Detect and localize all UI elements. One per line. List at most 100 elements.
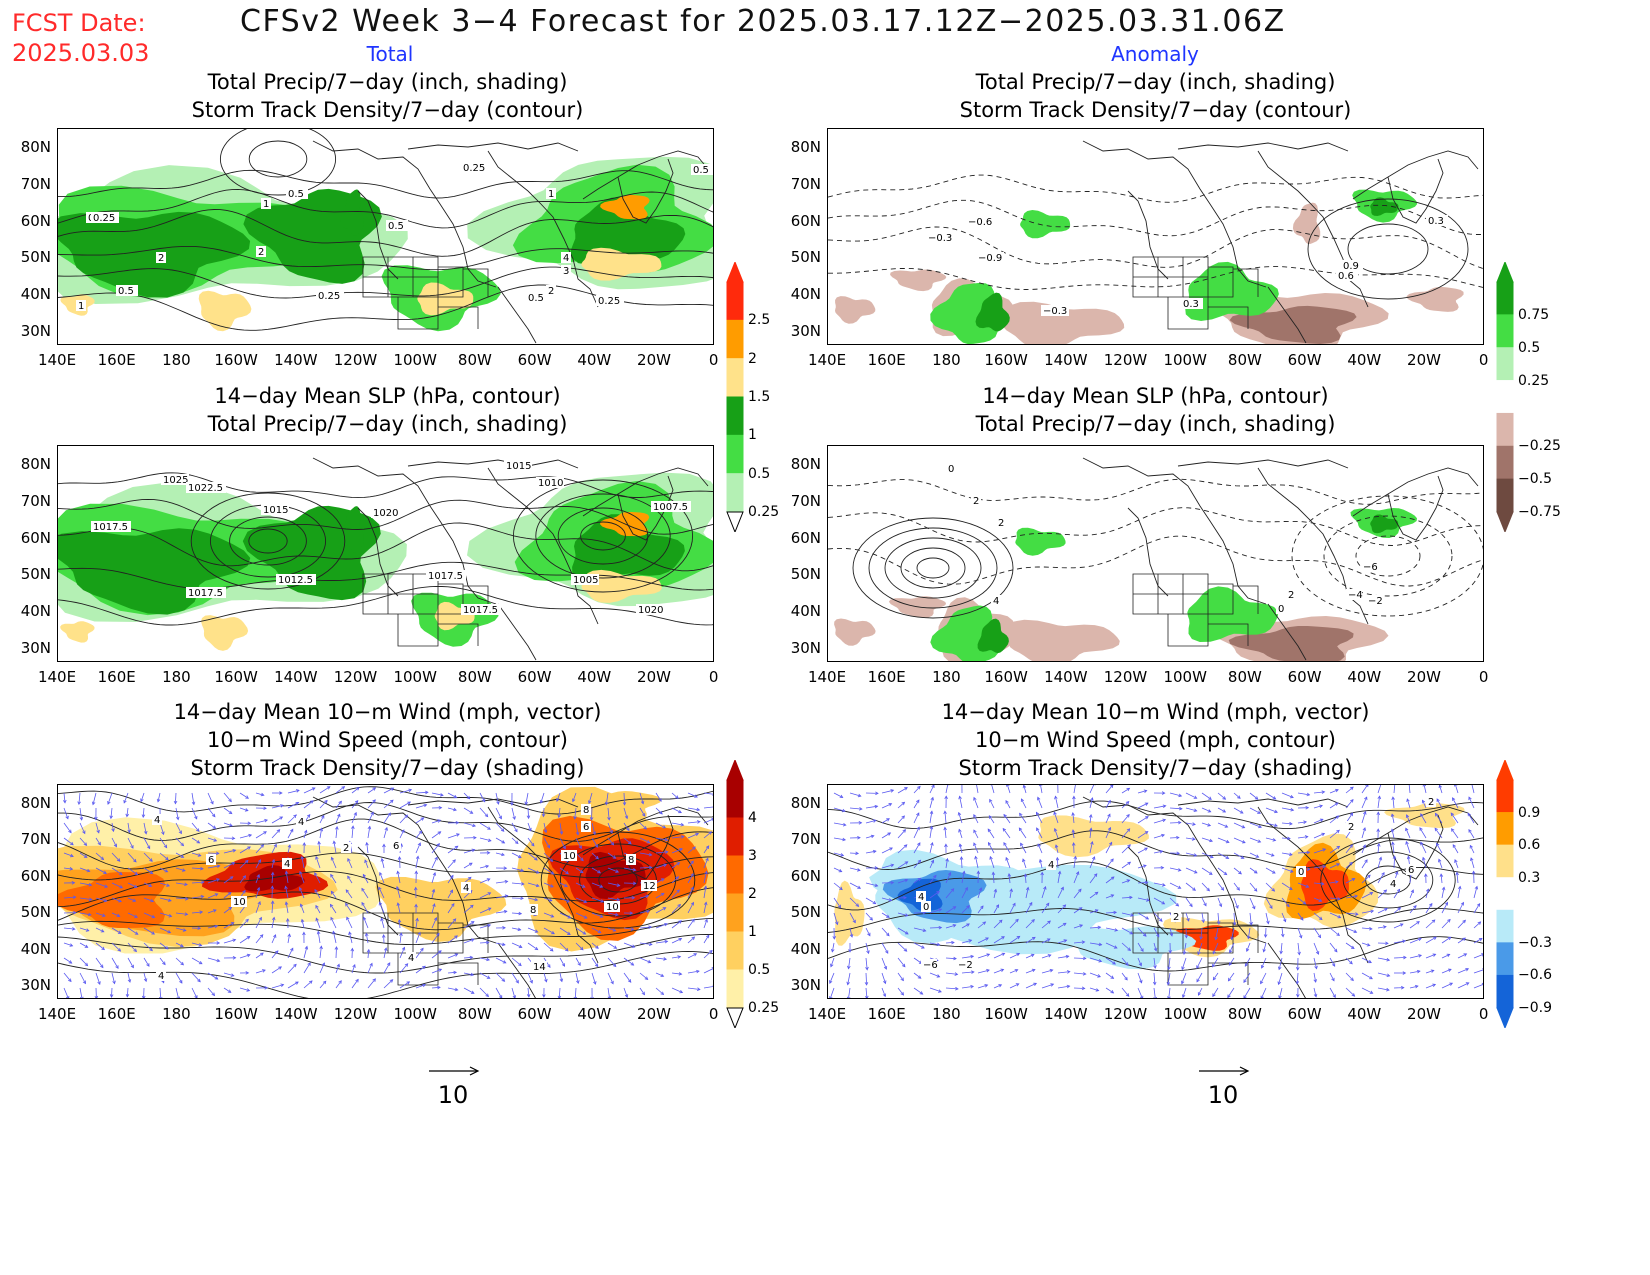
contour-rings: [1291, 495, 1483, 617]
wind-vector: [314, 889, 321, 899]
wind-vector-head: [503, 866, 508, 870]
wind-vector-head: [929, 810, 934, 815]
wind-vector-head: [201, 880, 205, 885]
colorbar-segment: [1496, 779, 1514, 814]
wind-vector-head: [316, 930, 321, 935]
wind-vector-head: [432, 871, 437, 876]
wind-vector-head: [439, 793, 444, 797]
wind-vector-head: [383, 947, 388, 952]
wind-vector-head: [1127, 947, 1132, 952]
wind-vector-head: [1110, 858, 1114, 863]
wind-vector-head: [662, 825, 667, 829]
wind-vector-head: [1028, 901, 1033, 906]
wind-vector-head: [1176, 851, 1181, 856]
contour-label-text: 1: [548, 189, 554, 200]
longitude-tick-label: 40W: [577, 351, 612, 369]
wind-vector-head: [1447, 936, 1452, 941]
panel-title-anom-precip: Total Precip/7−day (inch, shading) Storm…: [828, 68, 1483, 124]
wind-vector-head: [1405, 814, 1410, 818]
wind-vector: [881, 927, 890, 936]
wind-vector-head: [1289, 821, 1293, 826]
wind-vector: [833, 897, 841, 908]
wind-vector: [1377, 796, 1380, 809]
wind-vector: [703, 950, 713, 959]
state-border: [1183, 256, 1209, 298]
wind-vector: [687, 833, 699, 839]
wind-vector-head: [1438, 785, 1442, 789]
wind-vector: [559, 927, 571, 935]
shading-region: [1406, 287, 1464, 312]
wind-vector-head: [304, 945, 309, 950]
wind-vector: [383, 979, 393, 989]
wind-vector-head: [1066, 970, 1071, 974]
wind-vector-head: [660, 892, 665, 897]
colorbar-segment: [1496, 478, 1514, 513]
longitude-tick-label: 120W: [1103, 1005, 1148, 1023]
contour-label-bg: [1286, 589, 1296, 600]
wind-vector: [1121, 801, 1130, 809]
wind-vector: [175, 792, 177, 804]
wind-vector-head: [1305, 805, 1310, 810]
wind-vector-head: [437, 831, 442, 835]
wind-vector: [1281, 882, 1293, 890]
latitude-tick-label: 40N: [790, 939, 821, 958]
wind-vector-head: [616, 897, 621, 902]
wind-vector-head: [436, 932, 440, 937]
longitude-tick-label: 120W: [1103, 351, 1148, 369]
wind-vector: [1297, 912, 1304, 921]
wind-vector: [1121, 972, 1128, 981]
contour-lines: [58, 786, 713, 998]
wind-vector-head: [438, 805, 443, 810]
wind-vector: [671, 920, 682, 929]
wind-vector: [301, 919, 305, 929]
wind-vector: [1281, 837, 1291, 839]
coastline-segment: [1082, 140, 1267, 288]
wind-vector-head: [381, 934, 386, 938]
coastline-segment: [1267, 286, 1307, 344]
wind-vector-head: [1243, 979, 1247, 983]
wind-vector-head: [973, 796, 977, 801]
wind-vector-head: [1125, 993, 1130, 997]
wind-vector-head: [168, 898, 172, 902]
contour-label-text: 0.5: [528, 293, 544, 304]
wind-vector: [1025, 936, 1036, 944]
contour-ring: [598, 867, 638, 893]
wind-vector-head: [849, 933, 854, 938]
wind-vector: [1121, 927, 1133, 935]
contour-label: −6: [1361, 561, 1378, 573]
state-borders: [362, 256, 489, 330]
wind-vector: [1441, 954, 1450, 959]
wind-vector-head: [1295, 980, 1300, 985]
contour-label: 1017.5: [186, 587, 226, 599]
wind-vector: [399, 947, 405, 959]
wind-vector: [543, 837, 550, 848]
wind-vector: [897, 787, 908, 794]
wind-vector: [63, 896, 76, 899]
wind-vector-head: [632, 881, 637, 886]
wind-vector-head: [1129, 931, 1134, 935]
wind-vector-head: [646, 909, 651, 914]
wind-vector-head: [564, 947, 569, 952]
wind-vector-head: [642, 813, 646, 817]
state-border: [438, 583, 464, 615]
contour-label: 8: [626, 854, 636, 866]
wind-vector-head: [1081, 986, 1086, 991]
wind-vector-head: [903, 948, 908, 952]
wind-vector-head: [1071, 812, 1075, 816]
contour-label-text: 6: [1408, 865, 1414, 876]
wind-vector: [1361, 859, 1368, 869]
wind-vector: [1185, 897, 1193, 907]
contour-label-text: 14: [533, 962, 546, 973]
wind-vector: [849, 867, 861, 871]
wind-vector-head: [1036, 811, 1040, 816]
wind-vector: [127, 897, 136, 902]
wind-vector: [1329, 815, 1339, 824]
wind-vector: [1055, 796, 1059, 809]
contour-label-bg: [1361, 561, 1377, 572]
wind-vector-head: [247, 846, 251, 850]
wind-vector: [271, 829, 280, 839]
coastline: [312, 140, 709, 344]
wind-vector: [687, 902, 694, 914]
wind-vector-head: [347, 875, 351, 880]
latitude-tick-label: 70N: [20, 491, 51, 510]
